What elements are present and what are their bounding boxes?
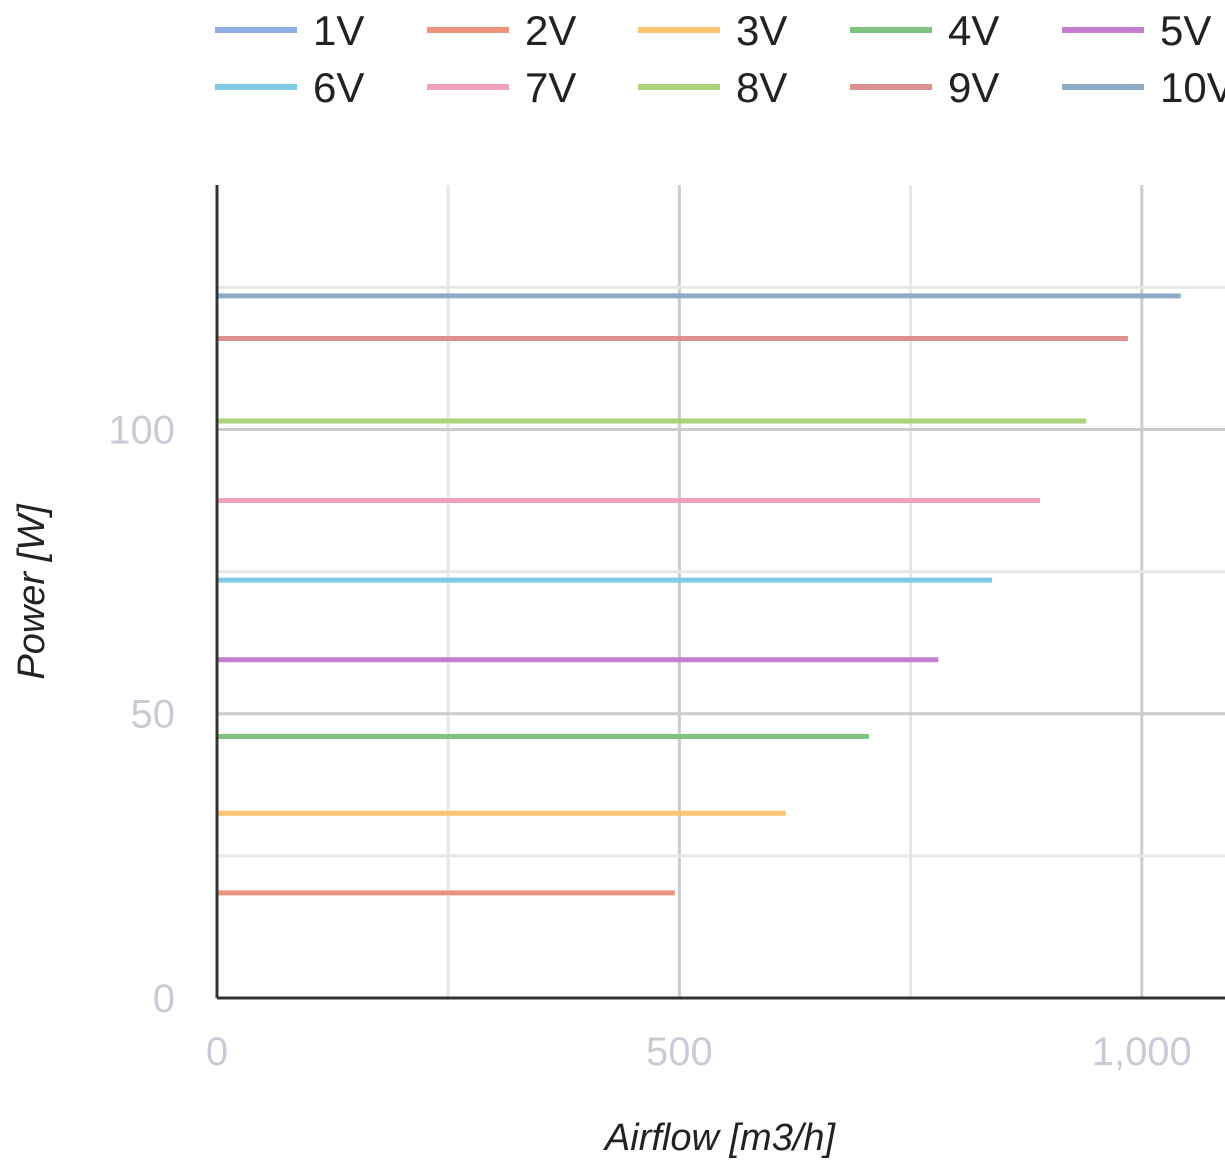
legend-label: 3V	[736, 7, 787, 54]
legend-label: 8V	[736, 64, 787, 111]
legend-item-8v[interactable]: 8V	[638, 64, 787, 111]
legend-label: 9V	[948, 64, 999, 111]
legend-label: 4V	[948, 7, 999, 54]
y-tick-label: 100	[108, 408, 175, 452]
y-tick-label: 50	[131, 693, 176, 737]
legend-item-10v[interactable]: 10V	[1062, 64, 1225, 111]
grid-lines	[217, 185, 1225, 998]
y-tick-label: 0	[153, 977, 175, 1021]
x-tick-label: 1,000	[1092, 1030, 1192, 1074]
x-tick-label: 0	[206, 1030, 228, 1074]
legend-item-3v[interactable]: 3V	[638, 7, 787, 54]
x-axis-title: Airflow [m3/h]	[603, 1117, 837, 1159]
legend-item-9v[interactable]: 9V	[850, 64, 999, 111]
legend-label: 7V	[525, 64, 576, 111]
y-axis-title: Power [W]	[11, 503, 53, 680]
legend-label: 10V	[1160, 64, 1225, 111]
legend-item-2v[interactable]: 2V	[427, 7, 576, 54]
legend-item-5v[interactable]: 5V	[1062, 7, 1211, 54]
tick-labels: 0 500 1,000 0 50 100	[108, 408, 1192, 1074]
legend-item-1v[interactable]: 1V	[215, 7, 364, 54]
legend-label: 2V	[525, 7, 576, 54]
x-tick-label: 500	[646, 1030, 713, 1074]
legend-label: 1V	[313, 7, 364, 54]
legend[interactable]: 1V 2V 3V 4V 5V 6V 7V 8V 9V 10V	[215, 7, 1225, 111]
legend-label: 5V	[1160, 7, 1211, 54]
axes	[215, 185, 1225, 1000]
legend-item-4v[interactable]: 4V	[850, 7, 999, 54]
legend-item-6v[interactable]: 6V	[215, 64, 364, 111]
legend-label: 6V	[313, 64, 364, 111]
series-lines	[217, 293, 1181, 896]
legend-item-7v[interactable]: 7V	[427, 64, 576, 111]
